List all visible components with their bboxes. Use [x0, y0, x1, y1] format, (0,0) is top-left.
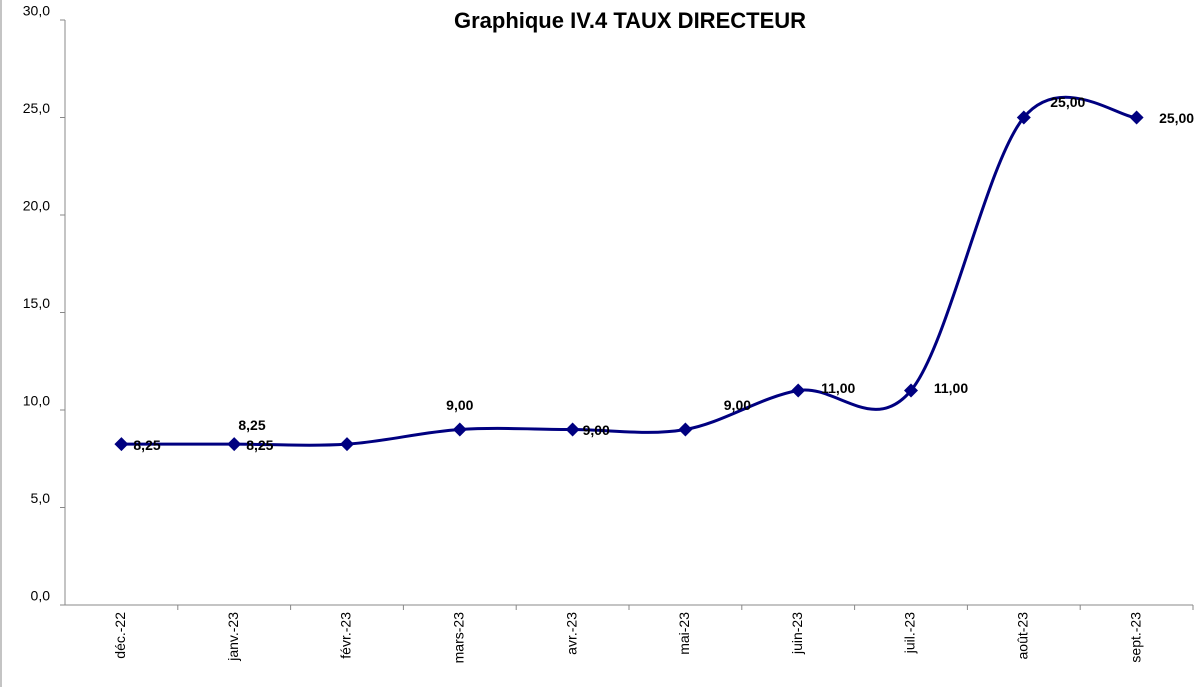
marker: [904, 383, 918, 398]
data-label: 9,00: [724, 397, 751, 413]
marker: [1129, 110, 1144, 125]
x-tick-label: janv.-23: [225, 612, 241, 662]
x-tick-label: mars-23: [451, 612, 467, 664]
data-label: 25,00: [1159, 110, 1194, 126]
x-tick-label: avr.-23: [563, 612, 579, 655]
y-tick-label: 0,0: [31, 588, 51, 604]
y-tick-label: 5,0: [31, 490, 51, 506]
x-tick-label: févr.-23: [338, 612, 354, 659]
chart-title: Graphique IV.4 TAUX DIRECTEUR: [454, 8, 806, 33]
marker: [114, 437, 129, 452]
y-tick-label: 20,0: [23, 198, 50, 214]
x-tick-label: déc.-22: [112, 612, 128, 659]
data-label: 8,25: [133, 437, 160, 453]
y-tick-label: 30,0: [23, 3, 50, 19]
marker: [791, 383, 806, 398]
x-tick-label: août-23: [1015, 612, 1031, 660]
line: [121, 95, 1137, 447]
data-label: 25,00: [1050, 94, 1085, 110]
y-tick-label: 15,0: [23, 295, 50, 311]
marker: [678, 422, 693, 437]
data-label: 8,25: [246, 437, 273, 453]
data-label: 8,25: [238, 417, 265, 433]
y-tick-label: 10,0: [23, 393, 50, 409]
y-tick-label: 25,0: [23, 100, 50, 116]
marker: [452, 422, 467, 437]
marker: [227, 437, 242, 452]
data-label: 11,00: [821, 380, 855, 396]
data-label: 9,00: [583, 422, 610, 438]
x-tick-label: mai-23: [676, 612, 692, 655]
marker: [565, 422, 580, 437]
x-tick-label: juin-23: [789, 612, 805, 655]
data-label: 11,00: [934, 380, 968, 396]
x-tick-label: juil.-23: [902, 612, 918, 654]
marker: [340, 437, 354, 452]
x-tick-label: sept.-23: [1127, 612, 1143, 663]
data-label: 9,00: [446, 397, 473, 413]
marker: [1016, 110, 1031, 125]
